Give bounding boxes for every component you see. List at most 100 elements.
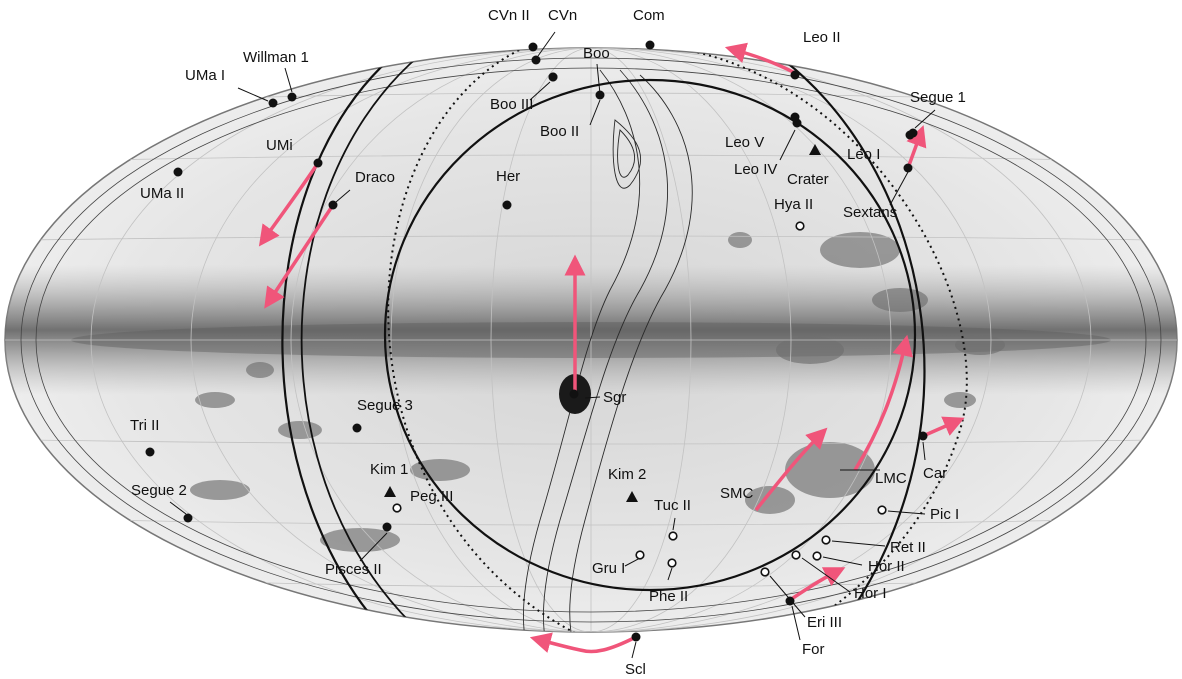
- objects-layer: CVn II CVn Com Leo II Willman 1 UMa I Boo Boo I…: [130, 7, 966, 678]
- filled-circle-marker: [631, 632, 641, 642]
- leader-line: [537, 31, 556, 57]
- orbital-great-circles: [281, 49, 926, 632]
- leader-line: [237, 87, 269, 102]
- open-circle-marker: [877, 505, 887, 515]
- dotted-great-circle: [387, 48, 968, 632]
- open-circle-marker: [760, 567, 770, 577]
- proper-motion-arrows: [258, 42, 965, 654]
- open-circle-marker: [795, 221, 805, 231]
- object-her: Her: [496, 168, 520, 210]
- filled-circle-marker: [785, 596, 795, 606]
- leader-line: [922, 441, 926, 461]
- object-label: CVn II: [488, 7, 530, 24]
- filled-circle-marker: [595, 90, 605, 100]
- object-label: Ret II: [890, 539, 926, 556]
- open-circle-marker: [667, 558, 677, 568]
- filled-circle-marker: [905, 130, 915, 140]
- object-label: Phe II: [649, 588, 688, 605]
- object-hor-i: Hor I: [791, 550, 887, 602]
- object-sextans: Sextans: [843, 163, 913, 221]
- graticule: [5, 48, 1177, 632]
- filled-circle-marker: [790, 112, 800, 122]
- object-label: Tri II: [130, 417, 159, 434]
- object-leo-ii: Leo II: [790, 29, 841, 80]
- object-cvn-ii: CVn II: [488, 7, 538, 52]
- filled-circle-marker: [328, 200, 338, 210]
- open-circle-marker: [668, 531, 678, 541]
- object-label: Sgr: [603, 389, 626, 406]
- object-label: UMa I: [185, 67, 225, 84]
- object-label: Gru I: [592, 560, 625, 577]
- leader-line: [914, 109, 936, 129]
- leader-line: [672, 517, 676, 531]
- object-label: Com: [633, 7, 665, 24]
- object-label: Leo IV: [734, 161, 777, 178]
- filled-circle-marker: [352, 423, 362, 433]
- filled-circle-marker: [569, 389, 579, 399]
- triangle-marker: [809, 144, 821, 155]
- object-label: Tuc II: [654, 497, 691, 514]
- object-phe-ii: Phe II: [649, 558, 688, 605]
- object-label: Draco: [355, 169, 395, 186]
- filled-circle-marker: [268, 98, 278, 108]
- leader-line: [887, 510, 926, 515]
- object-scl: Scl: [625, 632, 646, 678]
- object-car: Car: [918, 431, 947, 482]
- object-pic-i: Pic I: [877, 505, 959, 523]
- object-label: Her: [496, 168, 520, 185]
- leader-line: [801, 557, 851, 593]
- leader-line: [589, 99, 601, 126]
- object-hya-ii: Hya II: [774, 196, 813, 231]
- object-label: Kim 2: [608, 466, 646, 483]
- filled-circle-marker: [903, 163, 913, 173]
- object-label: Boo: [583, 45, 610, 62]
- object-segue-3: Segue 3: [352, 397, 413, 433]
- filled-circle-marker: [918, 431, 928, 441]
- object-label: Segue 3: [357, 397, 413, 414]
- leader-line: [284, 67, 293, 93]
- filled-circle-marker: [382, 522, 392, 532]
- leader-line: [779, 129, 796, 161]
- leader-line: [359, 532, 388, 562]
- object-uma-i: UMa I: [185, 67, 278, 108]
- object-gru-i: Gru I: [592, 550, 645, 577]
- object-for: For: [785, 596, 825, 658]
- object-label: Segue 1: [910, 89, 966, 106]
- object-tri-ii: Tri II: [130, 417, 159, 457]
- object-hor-ii: Hor II: [812, 551, 905, 575]
- object-ret-ii: Ret II: [821, 535, 926, 556]
- object-label: Leo V: [725, 134, 764, 151]
- open-circle-marker: [812, 551, 822, 561]
- open-circle-marker: [791, 550, 801, 560]
- filled-circle-marker: [313, 158, 323, 168]
- leader-line: [889, 171, 909, 206]
- object-kim-2: Kim 2: [608, 466, 646, 502]
- leader-line: [631, 641, 637, 659]
- object-segue-2: Segue 2: [131, 482, 193, 523]
- filled-circle-marker: [145, 447, 155, 457]
- object-label: UMa II: [140, 185, 184, 202]
- object-label: Hya II: [774, 196, 813, 213]
- object-label: UMi: [266, 137, 293, 154]
- object-leo-iv: Leo IV: [734, 112, 800, 178]
- leader-line: [791, 605, 801, 641]
- object-willman-1: Willman 1: [243, 49, 309, 102]
- object-label: Crater: [787, 171, 829, 188]
- object-label: Willman 1: [243, 49, 309, 66]
- object-peg-iii: Peg III: [392, 488, 453, 513]
- object-eri-iii: Eri III: [760, 567, 842, 631]
- object-label: Scl: [625, 661, 646, 678]
- object-label: Car: [923, 465, 947, 482]
- leader-line: [335, 189, 351, 203]
- sgr-stream-contours: [523, 69, 693, 632]
- object-label: Pic I: [930, 506, 959, 523]
- object-boo-iii: Boo III: [490, 72, 558, 113]
- object-leo-i: Leo I: [847, 130, 915, 163]
- filled-circle-marker: [645, 40, 655, 50]
- filled-circle-marker: [173, 167, 183, 177]
- object-label: Boo III: [490, 96, 533, 113]
- object-kim-1: Kim 1: [370, 461, 408, 497]
- leader-line: [624, 557, 641, 567]
- leader-line: [831, 540, 886, 547]
- leader-line: [667, 567, 673, 581]
